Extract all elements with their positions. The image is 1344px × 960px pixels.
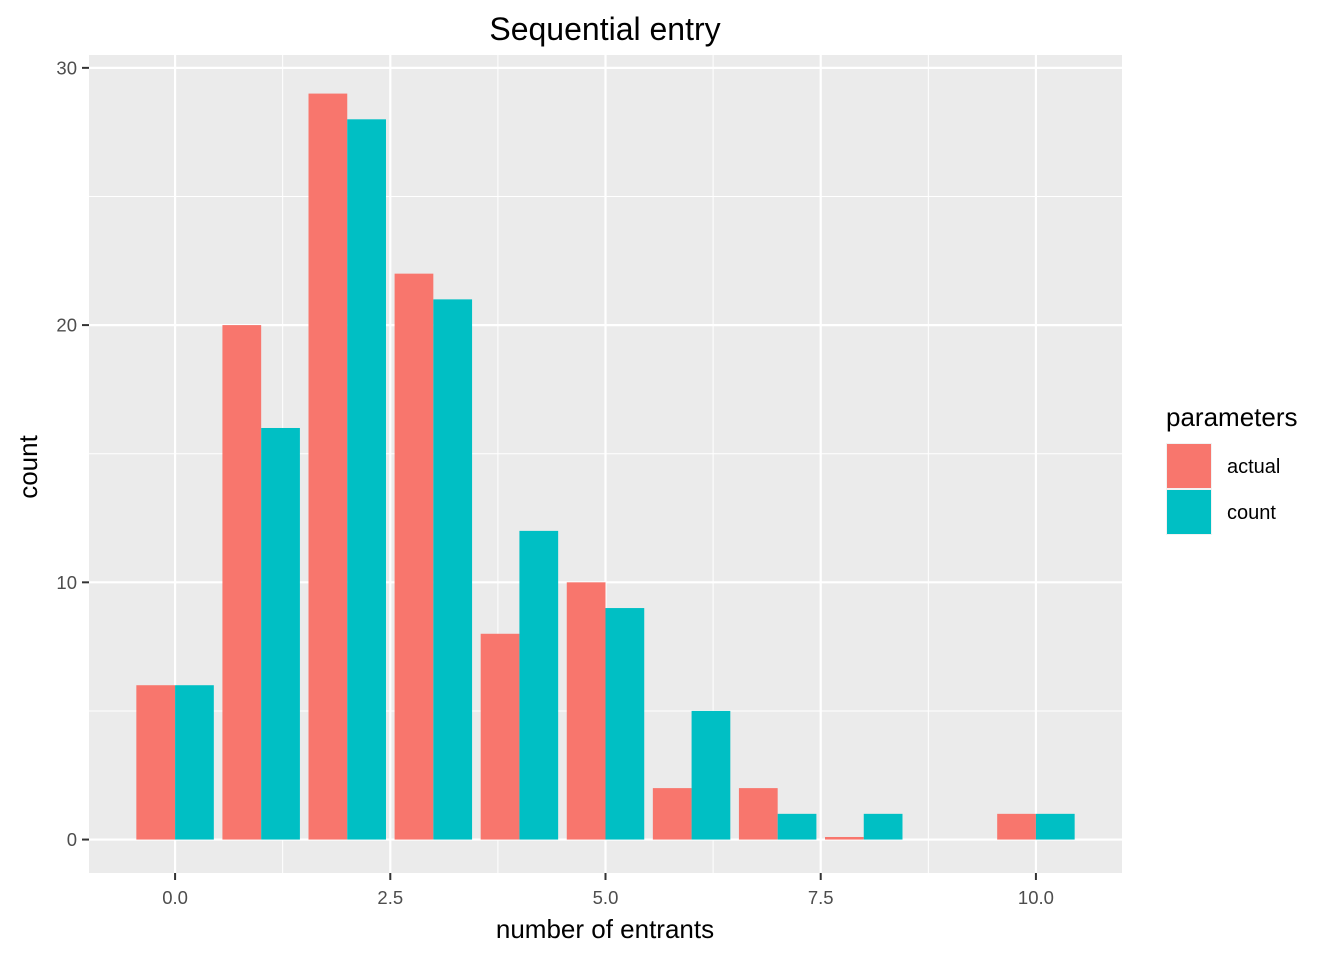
x-axis: 0.0 2.5 5.0 7.5 10.0 bbox=[162, 873, 1054, 908]
bar-count-1 bbox=[261, 427, 300, 840]
bar-actual-3 bbox=[394, 273, 434, 840]
bar-count-4 bbox=[519, 530, 559, 840]
bar-count-2 bbox=[347, 119, 386, 840]
bar-actual-4 bbox=[480, 633, 520, 840]
bars bbox=[136, 93, 1075, 840]
y-tick-label: 30 bbox=[56, 57, 77, 78]
bar-count-5 bbox=[605, 608, 645, 840]
legend: parameters actual count bbox=[1166, 402, 1298, 535]
x-axis-title: number of entrants bbox=[496, 914, 714, 944]
x-tick-label: 5.0 bbox=[593, 887, 619, 908]
y-tick-label: 10 bbox=[56, 572, 77, 593]
x-tick-label: 10.0 bbox=[1018, 887, 1054, 908]
y-axis: 0 10 20 30 bbox=[56, 57, 89, 850]
y-tick-label: 20 bbox=[56, 315, 77, 336]
y-axis-title: count bbox=[13, 434, 43, 498]
x-tick-label: 7.5 bbox=[808, 887, 834, 908]
bar-count-6 bbox=[691, 710, 731, 840]
bar-actual-0 bbox=[136, 685, 176, 840]
bar-count-8 bbox=[863, 813, 903, 840]
bar-actual-7 bbox=[738, 788, 778, 840]
bar-count-3 bbox=[433, 299, 473, 840]
bar-actual-2 bbox=[308, 93, 348, 840]
legend-title: parameters bbox=[1166, 402, 1298, 432]
bar-actual-10 bbox=[997, 813, 1036, 840]
legend-label-count: count bbox=[1227, 502, 1276, 524]
bar-count-0 bbox=[175, 685, 214, 840]
y-tick-label: 0 bbox=[67, 829, 77, 850]
bar-actual-8 bbox=[825, 836, 864, 840]
chart-title: Sequential entry bbox=[489, 11, 720, 47]
bar-actual-6 bbox=[652, 788, 692, 840]
bar-actual-5 bbox=[566, 582, 606, 840]
x-tick-label: 0.0 bbox=[162, 887, 188, 908]
legend-swatch-count bbox=[1167, 490, 1211, 534]
legend-label-actual: actual bbox=[1227, 456, 1280, 478]
bar-actual-1 bbox=[222, 325, 262, 840]
bar-count-10 bbox=[1035, 813, 1075, 840]
legend-swatch-actual bbox=[1167, 444, 1211, 488]
x-tick-label: 2.5 bbox=[377, 887, 403, 908]
bar-count-7 bbox=[777, 813, 817, 840]
